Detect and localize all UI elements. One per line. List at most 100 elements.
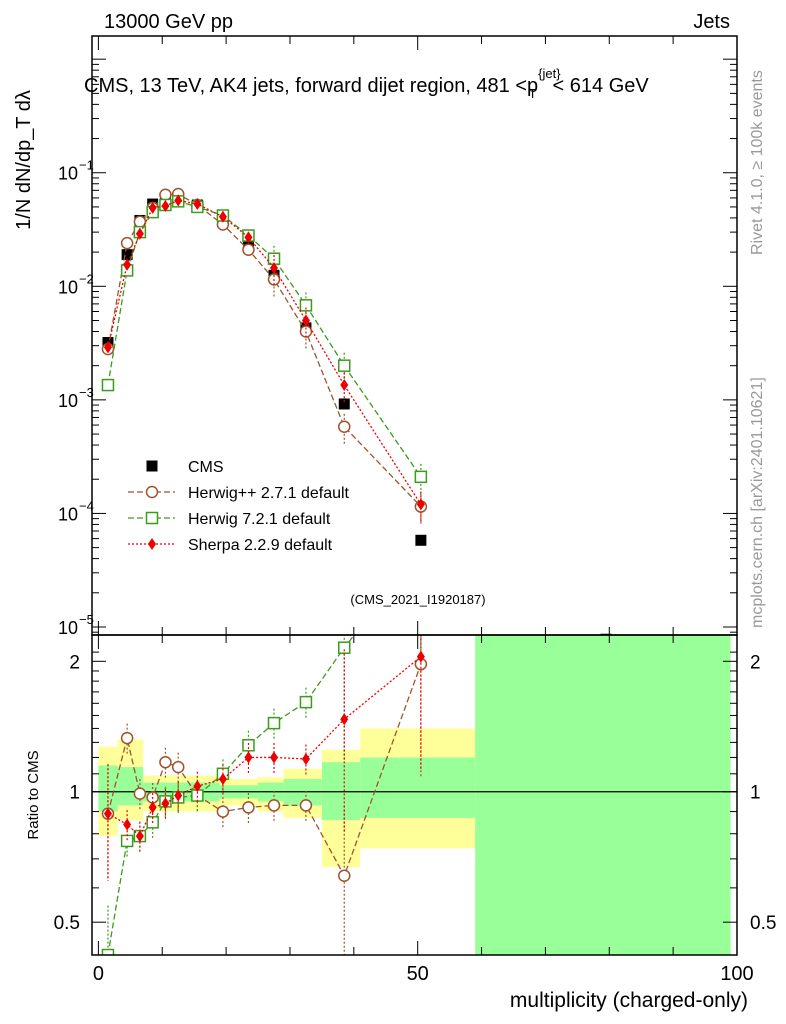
title-superscript: {jet}: [538, 66, 561, 81]
legend-marker-1: [145, 485, 159, 499]
ratio-point-Herwig 7.2.1 default-4.5: [120, 834, 134, 848]
ratio-y-tick-label-left: 2: [69, 652, 80, 673]
point-Sherpa 2.2.9 default-1.5: [103, 341, 112, 354]
ratio-point-Herwig 7.2.1 default-38.5: [338, 641, 351, 654]
ratio-point-Sherpa 2.2.9 default-15.5: [193, 780, 202, 793]
mcplots-label: mcplots.cern.ch [arXiv:2401.10621]: [749, 377, 766, 628]
ratio-panel: [92, 635, 737, 955]
x-axis-label: multiplicity (charged-only): [510, 989, 748, 1012]
y-tick-label: 10: [58, 504, 78, 524]
legend: CMS Herwig++ 2.7.1 default Herwig 7.2.1 de…: [128, 459, 350, 554]
point-Herwig 7.2.1 default-38.5: [338, 359, 351, 372]
ratio-point-Herwig 7.2.1 default-1.5: [101, 948, 115, 955]
ratio-point-Sherpa 2.2.9 default-8.5: [148, 801, 157, 814]
ratio-point-Herwig++ 2.7.1 default-19.5: [216, 805, 230, 818]
ratio-point-Sherpa 2.2.9 default-12.5: [174, 789, 183, 802]
ratio-y-axis-label: Ratio to CMS: [25, 750, 42, 839]
y-tick-exponent: −2: [79, 271, 94, 286]
ratio-point-Sherpa 2.2.9 default-10.5: [161, 797, 170, 810]
legend-marker-3: [148, 538, 156, 550]
title-main: CMS, 13 TeV, AK4 jets, forward dijet reg…: [84, 75, 538, 97]
ratio-y-tick-label-right: 2: [750, 652, 761, 673]
ratio-point-Herwig 7.2.1 default-32.5: [299, 695, 313, 709]
header-process: 13000 GeV pp: [104, 11, 233, 33]
legend-marker-2: [145, 511, 159, 525]
point-Herwig++ 2.7.1 default-10.5: [159, 188, 172, 202]
header-observable: Jets: [693, 11, 730, 33]
ratio-point-Sherpa 2.2.9 default-1.5: [103, 807, 112, 820]
ratio-point-Herwig++ 2.7.1 default-6.5: [133, 787, 147, 800]
plot-title: CMS, 13 TeV, AK4 jets, forward dijet reg…: [84, 66, 649, 101]
point-Herwig 7.2.1 default-1.5: [101, 378, 115, 392]
legend-label-0: CMS: [188, 459, 224, 476]
point-CMS-4.5: [121, 249, 133, 261]
point-Sherpa 2.2.9 default-38.5: [340, 379, 349, 392]
ratio-point-Herwig++ 2.7.1 default-4.5: [120, 731, 134, 745]
y-tick-exponent: −1: [79, 158, 94, 173]
ratio-point-Sherpa 2.2.9 default-23.5: [244, 751, 253, 764]
line-Herwig 7.2.1 default: [107, 200, 422, 478]
point-Sherpa 2.2.9 default-50.5: [416, 498, 425, 511]
y-tick-label: 10: [58, 277, 78, 297]
point-Sherpa 2.2.9 default-8.5: [148, 201, 157, 214]
legend-label-2: Herwig 7.2.1 default: [188, 511, 331, 528]
ratio-point-Herwig++ 2.7.1 default-27.5: [267, 799, 281, 812]
line-Herwig++ 2.7.1 default: [107, 193, 422, 507]
y-tick-exponent: −4: [79, 498, 94, 513]
rivet-version-label: Rivet 4.1.0, ≥ 100k events: [749, 70, 766, 255]
point-Sherpa 2.2.9 default-6.5: [135, 227, 144, 240]
ratio-point-Sherpa 2.2.9 default-19.5: [218, 773, 227, 786]
y-tick-label: 10: [58, 391, 78, 411]
ratio-y-tick-label-left: 1: [69, 783, 80, 804]
ratio-y-tick-label-right: 0.5: [750, 913, 776, 934]
y-tick-label: 10: [58, 164, 78, 184]
axes-frames: [91, 35, 738, 956]
ratio-point-Herwig++ 2.7.1 default-10.5: [159, 755, 172, 769]
band-green-8: [475, 635, 731, 955]
point-Sherpa 2.2.9 default-12.5: [174, 194, 183, 207]
point-Herwig 7.2.1 default-32.5: [299, 299, 313, 312]
ratio-point-Sherpa 2.2.9 default-32.5: [301, 753, 310, 766]
point-Herwig++ 2.7.1 default-23.5: [242, 243, 255, 256]
ratio-point-Sherpa 2.2.9 default-38.5: [340, 713, 349, 726]
band-green-7: [360, 757, 476, 818]
point-Herwig 7.2.1 default-50.5: [414, 470, 428, 484]
ratio-point-Herwig 7.2.1 default-27.5: [267, 716, 281, 730]
point-Sherpa 2.2.9 default-19.5: [218, 210, 227, 223]
point-Herwig++ 2.7.1 default-38.5: [338, 420, 351, 433]
series-sherpa: [103, 194, 425, 523]
title-subscript: T: [529, 86, 537, 101]
ratio-point-Herwig 7.2.1 default-23.5: [242, 739, 255, 752]
ratio-point-Sherpa 2.2.9 default-4.5: [123, 818, 132, 831]
series-cms: [102, 194, 612, 635]
point-Sherpa 2.2.9 default-32.5: [301, 314, 310, 327]
main-panel: [101, 187, 612, 635]
y-tick-label: 10: [58, 618, 78, 638]
ratio-series-sherpa: [103, 635, 425, 881]
ratio-point-Sherpa 2.2.9 default-27.5: [270, 751, 279, 764]
x-tick-label: 0: [93, 963, 104, 985]
ratio-point-Herwig++ 2.7.1 default-12.5: [171, 760, 185, 774]
legend-marker-0: [146, 460, 158, 472]
point-CMS-50.5: [415, 534, 427, 546]
ratio-frame: [91, 634, 738, 956]
series-herwig++: [101, 187, 428, 525]
ratio-y-tick-label-left: 0.5: [54, 913, 80, 934]
series-herwig: [101, 195, 428, 495]
line-Sherpa 2.2.9 default: [107, 199, 422, 505]
point-Sherpa 2.2.9 default-10.5: [161, 199, 170, 212]
legend-label-3: Sherpa 2.2.9 default: [188, 537, 333, 554]
main-y-axis-label: 1/N dN/dp_T dλ: [13, 90, 35, 230]
ratio-y-tick-label-right: 1: [750, 783, 761, 804]
point-Herwig++ 2.7.1 default-4.5: [120, 236, 134, 250]
title-end: < 614 GeV: [553, 75, 650, 97]
analysis-id: (CMS_2021_I1920187): [350, 592, 485, 607]
x-tick-label: 100: [720, 963, 753, 985]
point-Sherpa 2.2.9 default-27.5: [270, 261, 279, 274]
x-tick-label: 50: [407, 963, 429, 985]
y-tick-exponent: −5: [79, 612, 94, 627]
point-CMS-38.5: [338, 398, 350, 410]
axis-labels: 10−110−210−310−410 −50.5 0.51 12 20 50 100mult…: [13, 66, 776, 1012]
point-Sherpa 2.2.9 default-4.5: [123, 258, 132, 271]
